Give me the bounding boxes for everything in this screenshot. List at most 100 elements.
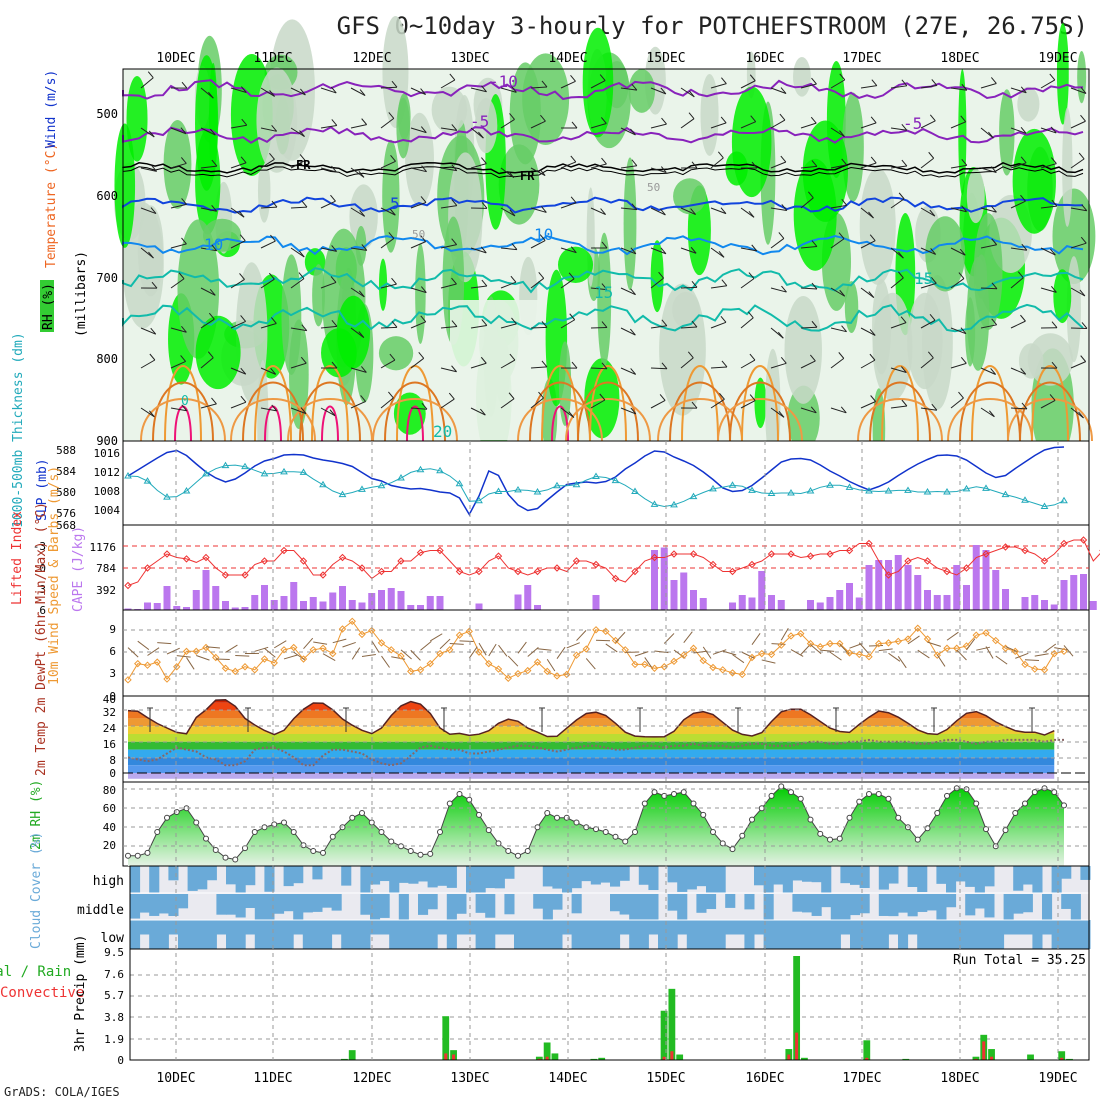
date-label: 14DEC <box>548 1071 587 1086</box>
cloud-middle <box>984 894 994 917</box>
cloud-middle <box>456 894 466 914</box>
ytick-label: 1.9 <box>104 1033 124 1046</box>
date-label: 12DEC <box>352 1071 391 1086</box>
cloud-low <box>687 920 697 949</box>
rh-marker <box>145 850 150 855</box>
ytick-label: 600 <box>96 189 118 203</box>
cloud-high <box>130 866 140 893</box>
isotherm-label: FR <box>520 169 535 183</box>
rh-panel: 80 60 40 20 2m RH (%) <box>29 780 1089 866</box>
cloud-high <box>476 866 486 893</box>
cloud-middle <box>245 894 255 908</box>
cloud-high <box>610 866 620 887</box>
rh-marker <box>135 853 140 858</box>
convective-bar <box>452 1055 455 1060</box>
rh-marker <box>301 843 306 848</box>
cloud-high <box>399 866 409 883</box>
rh-marker <box>613 834 618 839</box>
cloud-low <box>600 920 610 949</box>
rh-blob <box>907 293 942 389</box>
cloud-middle <box>850 894 860 915</box>
rh-marker <box>701 812 706 817</box>
cloud-low <box>504 920 514 935</box>
rh-marker <box>681 790 686 795</box>
convective-bar <box>982 1041 985 1060</box>
cape-bar <box>749 598 756 611</box>
cloud-low <box>956 920 966 949</box>
rh-marker <box>311 849 316 854</box>
cloud-middle <box>812 894 822 916</box>
cloud-middle <box>831 894 841 920</box>
cloud-low <box>773 920 783 949</box>
cloud-low <box>946 920 956 949</box>
rh-marker <box>672 792 677 797</box>
rh-blob <box>1062 108 1072 227</box>
date-label: 13DEC <box>450 51 489 66</box>
rh-marker <box>808 817 813 822</box>
cape-bar <box>895 555 902 610</box>
cloud-high <box>293 866 303 883</box>
rh-blob <box>415 243 426 344</box>
ytick-label: 0 <box>117 1054 124 1067</box>
cloud-high <box>639 866 649 885</box>
ytick-label: 7.6 <box>104 968 124 981</box>
cloud-low <box>524 920 534 949</box>
cloud-middle <box>725 894 735 908</box>
cloud-middle <box>888 894 898 916</box>
cloud-high <box>975 866 985 893</box>
cloud-high <box>821 866 831 893</box>
cape-bar <box>437 596 444 610</box>
ytick-label: 784 <box>96 562 116 575</box>
precip-unit: 3hr Precip (mm) <box>73 935 88 1052</box>
rh-marker <box>954 786 959 791</box>
cloud-high <box>965 866 975 887</box>
cloud-middle <box>792 894 802 912</box>
cloud-low <box>207 920 217 949</box>
rh-blob <box>673 178 706 214</box>
rh-marker <box>418 852 423 857</box>
cloud-high <box>754 866 764 885</box>
cloud-high <box>600 866 610 883</box>
cape-bar <box>427 596 434 610</box>
cape-bar <box>983 550 990 610</box>
cloud-low <box>1061 920 1071 949</box>
precip-bar <box>552 1053 559 1060</box>
cloud-low <box>514 920 524 949</box>
cloud-low <box>149 920 159 949</box>
rh-blob <box>396 98 410 159</box>
cloud-low <box>389 920 399 949</box>
cloud-high <box>552 866 562 889</box>
cloud-high <box>946 866 956 893</box>
rh-marker <box>915 837 920 842</box>
cloud-low <box>783 920 793 949</box>
millibars-label: (millibars) <box>74 251 89 337</box>
cloud-low <box>696 920 706 949</box>
rh-blob <box>1028 333 1073 385</box>
isotherm-label: 15 <box>594 283 613 302</box>
cloud-middle <box>1023 894 1033 912</box>
slp-yticks: 588 584 580 576 568 1016 1012 1008 1004 <box>56 444 120 532</box>
precip-bar <box>349 1050 356 1060</box>
cloud-middle <box>399 894 409 920</box>
rh-marker <box>886 796 891 801</box>
convective-bar <box>787 1055 790 1060</box>
cloud-middle <box>149 894 159 916</box>
cloud-low <box>648 920 658 935</box>
chart-title: GFS 0~10day 3-hourly for POTCHEFSTROOM (… <box>337 12 1088 40</box>
cape-bar <box>992 570 999 610</box>
rh-legend: RH (%) <box>41 283 56 330</box>
cloud-high <box>360 866 370 893</box>
cape-bar <box>271 600 278 610</box>
isotherm-label: 50 <box>647 181 660 194</box>
rh-marker <box>798 796 803 801</box>
cloud-high <box>648 866 658 890</box>
cloud-high <box>428 866 438 887</box>
cloud-high <box>543 866 553 886</box>
cloud-middle <box>898 894 908 913</box>
temp-band <box>123 765 1089 773</box>
cloud-low <box>792 920 802 949</box>
cloud-middle <box>610 894 620 911</box>
rh-marker <box>213 848 218 853</box>
cloud-low <box>744 920 754 949</box>
